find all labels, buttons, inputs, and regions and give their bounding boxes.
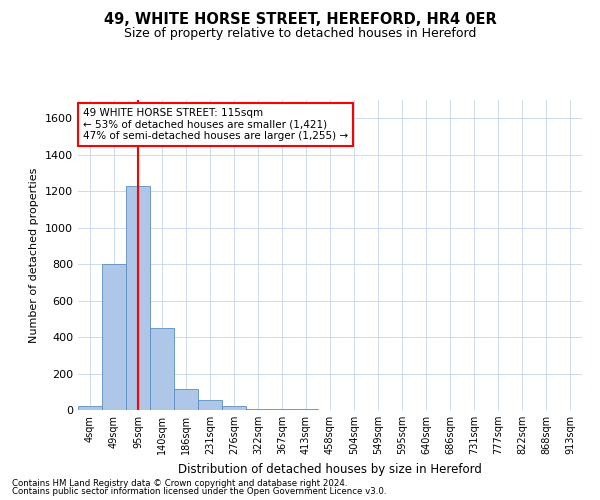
- Bar: [270, 409, 294, 410]
- Bar: [126, 186, 150, 410]
- Bar: [78, 406, 102, 410]
- Text: 49 WHITE HORSE STREET: 115sqm
← 53% of detached houses are smaller (1,421)
47% o: 49 WHITE HORSE STREET: 115sqm ← 53% of d…: [83, 108, 348, 141]
- Y-axis label: Number of detached properties: Number of detached properties: [29, 168, 40, 342]
- Bar: [198, 400, 222, 410]
- Text: 49, WHITE HORSE STREET, HEREFORD, HR4 0ER: 49, WHITE HORSE STREET, HEREFORD, HR4 0E…: [104, 12, 496, 28]
- X-axis label: Distribution of detached houses by size in Hereford: Distribution of detached houses by size …: [178, 462, 482, 475]
- Text: Contains public sector information licensed under the Open Government Licence v3: Contains public sector information licen…: [12, 487, 386, 496]
- Text: Size of property relative to detached houses in Hereford: Size of property relative to detached ho…: [124, 28, 476, 40]
- Bar: [174, 389, 198, 410]
- Bar: [246, 408, 270, 410]
- Bar: [150, 328, 174, 410]
- Text: Contains HM Land Registry data © Crown copyright and database right 2024.: Contains HM Land Registry data © Crown c…: [12, 478, 347, 488]
- Bar: [102, 264, 126, 410]
- Bar: [222, 406, 246, 410]
